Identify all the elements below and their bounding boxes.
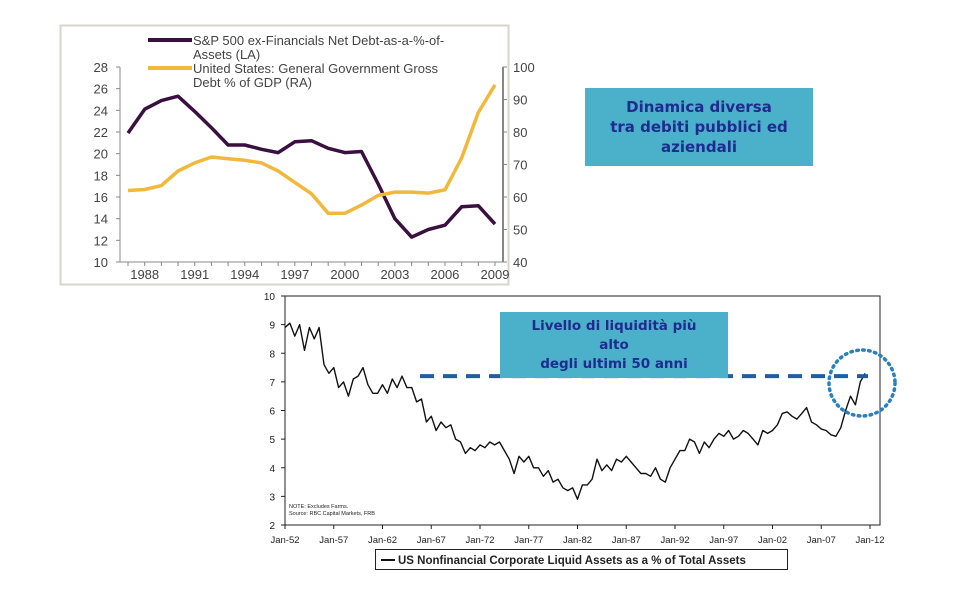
legend-box <box>375 549 788 570</box>
left-tick-label: 18 <box>94 168 108 183</box>
right-tick-label: 50 <box>513 223 527 238</box>
x-tick-label: Jan-97 <box>709 535 738 546</box>
x-tick-label: 1997 <box>280 267 309 282</box>
legend-label: Assets (LA) <box>193 47 260 62</box>
left-tick-label: 10 <box>94 255 108 270</box>
y-tick-label: 6 <box>269 407 275 418</box>
x-tick-label: Jan-12 <box>855 535 884 546</box>
right-tick-label: 100 <box>513 60 535 75</box>
x-tick-label: 2000 <box>330 267 359 282</box>
x-tick-label: 2006 <box>430 267 459 282</box>
legend-label: Debt % of GDP (RA) <box>193 75 312 90</box>
y-tick-label: 3 <box>269 492 275 503</box>
legend-label: S&P 500 ex-Financials Net Debt-as-a-%-of… <box>193 33 444 48</box>
chart-note: NOTE: Excludes Farms. <box>289 504 349 510</box>
x-tick-label: Jan-57 <box>319 535 348 546</box>
top-chart-frame <box>59 24 510 286</box>
x-tick-label: 1991 <box>180 267 209 282</box>
x-tick-label: 2003 <box>380 267 409 282</box>
x-tick-label: Jan-92 <box>660 535 689 546</box>
series-line-liquid-assets <box>284 322 866 500</box>
y-tick-label: 5 <box>269 435 275 446</box>
x-tick-label: Jan-87 <box>612 535 641 546</box>
x-tick-label: Jan-52 <box>270 535 299 546</box>
x-tick-label: Jan-07 <box>807 535 836 546</box>
callout-line: degli ultimi 50 anni <box>540 355 688 372</box>
callout-line: Livello di liquidità più <box>531 317 697 334</box>
series-line-gov-debt <box>127 83 497 216</box>
left-tick-label: 12 <box>94 233 108 248</box>
left-tick-label: 20 <box>94 147 108 162</box>
left-tick-label: 24 <box>94 103 108 118</box>
left-tick-label: 28 <box>94 60 108 75</box>
left-tick-label: 16 <box>94 190 108 205</box>
x-tick-label: Jan-72 <box>465 535 494 546</box>
x-tick-label: Jan-82 <box>563 535 592 546</box>
x-tick-label: 2009 <box>481 267 510 282</box>
callout-line: aziendali <box>661 138 737 156</box>
x-tick-label: 1994 <box>230 267 259 282</box>
y-tick-label: 9 <box>269 321 275 332</box>
x-tick-label: Jan-02 <box>758 535 787 546</box>
left-tick-label: 14 <box>94 212 108 227</box>
y-tick-label: 8 <box>269 349 275 360</box>
x-tick-label: Jan-62 <box>368 535 397 546</box>
callout-debt-dynamics: Dinamica diversa tra debiti pubblici ed … <box>585 88 813 166</box>
y-tick-label: 7 <box>269 378 275 389</box>
series-line-net-debt <box>126 94 497 239</box>
legend-label: United States: General Government Gross <box>193 61 438 76</box>
legend-label: US Nonfinancial Corporate Liquid Assets … <box>398 555 746 567</box>
x-tick-label: Jan-77 <box>514 535 543 546</box>
callout-line: Dinamica diversa <box>626 98 772 116</box>
y-tick-label: 4 <box>269 464 275 475</box>
callout-line: tra debiti pubblici ed <box>610 118 788 136</box>
right-tick-label: 80 <box>513 125 527 140</box>
left-tick-label: 26 <box>94 82 108 97</box>
chart-note: Source: RBC Capital Markets, FRB <box>289 511 375 517</box>
x-tick-label: 1988 <box>130 267 159 282</box>
right-tick-label: 70 <box>513 158 527 173</box>
right-tick-label: 60 <box>513 190 527 205</box>
callout-line: alto <box>599 336 629 353</box>
highlight-dotted-circle <box>827 348 897 418</box>
right-tick-label: 90 <box>513 93 527 108</box>
x-tick-label: Jan-67 <box>417 535 446 546</box>
y-tick-label: 2 <box>269 521 275 532</box>
callout-liquidity-level: Livello di liquidità più alto degli ulti… <box>500 312 728 378</box>
left-tick-label: 22 <box>94 125 108 140</box>
y-tick-label: 10 <box>264 292 276 303</box>
right-tick-label: 40 <box>513 255 527 270</box>
